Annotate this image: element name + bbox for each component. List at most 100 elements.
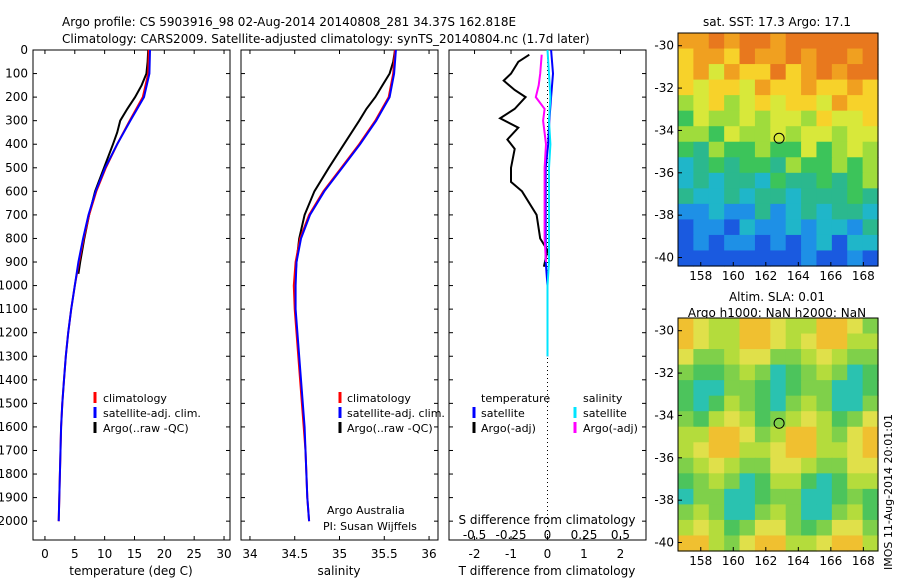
map-cell (816, 126, 833, 143)
map-cell (693, 488, 710, 505)
map-cell (724, 442, 741, 459)
salinity-plot: 34 34.5 35 35.5 36 (242, 49, 437, 561)
map-cell (862, 48, 879, 65)
map-cell (724, 234, 741, 252)
map-cell (693, 250, 710, 267)
map-cell (785, 442, 802, 459)
map-cell (770, 519, 787, 537)
temperature-tick-label: 5 (71, 547, 79, 561)
title-line-2: Climatology: CARS2009. Satellite-adjuste… (62, 32, 590, 46)
map-cell (847, 364, 864, 381)
sst-map: -30 -32 -34 -36 -38 -40 158 160 162 164 166 168 (654, 32, 879, 283)
map-cell (724, 203, 741, 220)
map-cell (862, 219, 879, 236)
map-cell (847, 380, 864, 397)
temperature-panel-frame (32, 49, 231, 541)
map-cell (693, 126, 710, 143)
map-cell (739, 333, 756, 350)
map-cell (724, 157, 741, 174)
map-cell (862, 364, 879, 381)
depth-tick-label: 400 (5, 137, 28, 151)
map-cell (739, 48, 756, 65)
map-cell (678, 33, 694, 50)
map-cell (678, 333, 694, 350)
map-cell (862, 318, 879, 335)
map-cell (739, 488, 756, 505)
map-cell (770, 488, 787, 505)
map-cell (724, 250, 741, 267)
map-cell (678, 380, 694, 397)
map-cell (862, 110, 879, 127)
legend-satellite: satellite-adj. clim. (347, 407, 445, 420)
map-cell (862, 395, 879, 412)
map-cell (739, 79, 756, 96)
map-cell (847, 110, 864, 127)
map-cell (754, 504, 771, 521)
map-cell (847, 457, 864, 474)
map-cell (831, 318, 848, 335)
map-cell (693, 442, 710, 459)
map-cell (816, 203, 833, 220)
map-cell (801, 333, 818, 350)
float-position-marker (773, 132, 785, 144)
s-difference-tick-label: -0.25 (495, 528, 526, 542)
s-difference-tick-label: 0.5 (611, 528, 630, 542)
series-salinity-satellite (546, 49, 552, 357)
map-cell (693, 172, 710, 189)
map-cell (770, 250, 787, 267)
map-cell (754, 535, 771, 552)
map-cell (785, 219, 802, 236)
map-cell (847, 64, 864, 81)
map-cell (785, 79, 802, 96)
map-cell (831, 172, 848, 189)
map-cell (816, 473, 833, 490)
map-cell (739, 504, 756, 521)
map-cell (724, 188, 741, 205)
map-cell (847, 442, 864, 459)
map-cell (785, 488, 802, 505)
map-cell (678, 457, 694, 474)
map-cell (785, 110, 802, 127)
map-cell (739, 318, 756, 335)
map-cell (801, 488, 818, 505)
map-cell (754, 411, 771, 428)
map-cell (693, 219, 710, 236)
map-cell (862, 33, 879, 50)
map-cell (816, 95, 833, 112)
map-cell (847, 333, 864, 350)
map-cell (847, 188, 864, 205)
legend-temperature-title: temperature (481, 392, 550, 405)
map-cell (708, 333, 725, 350)
lon-tick-label: 166 (819, 554, 842, 568)
map-cell (862, 250, 879, 267)
map-cell (678, 48, 694, 65)
salinity-tick-label: 36 (421, 547, 436, 561)
map-cell (831, 395, 848, 412)
map-cell (708, 318, 725, 335)
map-cell (754, 79, 771, 96)
map-cell (862, 504, 879, 521)
map-cell (862, 442, 879, 459)
salinity-tick-label: 34.5 (281, 547, 308, 561)
map-cell (708, 349, 725, 366)
map-cell (693, 349, 710, 366)
map-cell (847, 411, 864, 428)
legend-argo: Argo(..raw -QC) (347, 422, 433, 435)
map-cell (693, 95, 710, 112)
map-cell (847, 203, 864, 220)
map-cell (754, 380, 771, 397)
map-cell (770, 364, 787, 381)
temperature-tick-label: 25 (187, 547, 202, 561)
salinity-panel-frame (240, 49, 439, 541)
map-cell (770, 141, 787, 158)
map-cell (785, 318, 802, 335)
map-cell (785, 157, 802, 174)
map-cell (770, 188, 787, 205)
map-cell (770, 172, 787, 189)
map-cell (785, 172, 802, 189)
map-cell (831, 364, 848, 381)
map-cell (816, 349, 833, 366)
map-cell (754, 33, 771, 50)
map-cell (801, 126, 818, 143)
map-cell (739, 33, 756, 50)
